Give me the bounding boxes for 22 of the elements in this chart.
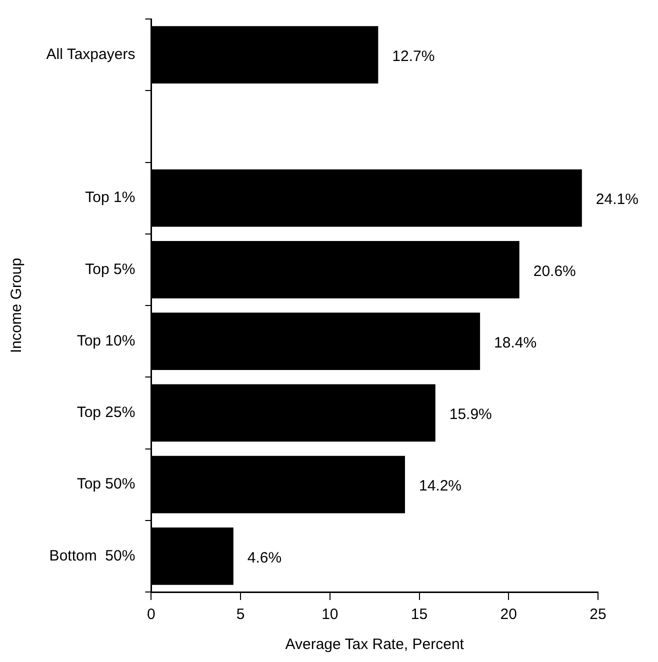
data-label: 14.2% bbox=[418, 478, 462, 495]
y-tick-label: Top 10% bbox=[76, 332, 136, 350]
data-label: 4.6% bbox=[247, 549, 282, 566]
x-tick-label: 0 bbox=[147, 606, 156, 624]
x-tick-label: 5 bbox=[236, 606, 245, 624]
x-axis-title: Average Tax Rate, Percent bbox=[285, 636, 465, 654]
y-tick-label: All Taxpayers bbox=[46, 46, 136, 63]
data-label: 24.1% bbox=[596, 191, 638, 208]
x-tick-label: 15 bbox=[410, 606, 428, 624]
y-tick-label: Bottom 50% bbox=[49, 547, 136, 564]
y-tick-label: Top 5% bbox=[85, 260, 136, 278]
data-label: 18.4% bbox=[494, 334, 537, 352]
data-label: 20.6% bbox=[533, 262, 576, 280]
x-tick-label: 20 bbox=[500, 606, 517, 624]
y-tick-label: Top 25% bbox=[76, 404, 136, 422]
data-label: 12.7% bbox=[392, 48, 435, 65]
x-tick-label: 10 bbox=[322, 606, 338, 624]
y-tick-label: Top 1% bbox=[85, 189, 136, 206]
y-axis-title: Income Group bbox=[8, 258, 26, 354]
data-label: 15.9% bbox=[449, 406, 492, 424]
x-tick-label: 25 bbox=[590, 606, 606, 624]
y-tick-label: Top 50% bbox=[76, 476, 136, 493]
